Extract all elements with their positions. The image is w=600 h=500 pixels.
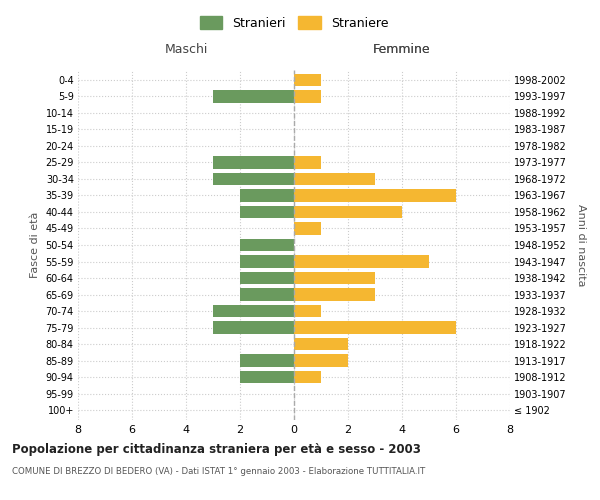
Y-axis label: Fasce di età: Fasce di età	[30, 212, 40, 278]
Text: Femmine: Femmine	[373, 43, 431, 56]
Bar	[294, 156, 321, 168]
Bar	[294, 272, 375, 284]
Bar	[294, 173, 375, 185]
Bar	[294, 256, 429, 268]
Bar	[240, 256, 294, 268]
Bar	[294, 305, 321, 317]
Text: Maschi: Maschi	[164, 43, 208, 56]
Text: COMUNE DI BREZZO DI BEDERO (VA) - Dati ISTAT 1° gennaio 2003 - Elaborazione TUTT: COMUNE DI BREZZO DI BEDERO (VA) - Dati I…	[12, 468, 425, 476]
Bar	[213, 322, 294, 334]
Bar	[294, 222, 321, 234]
Text: Popolazione per cittadinanza straniera per età e sesso - 2003: Popolazione per cittadinanza straniera p…	[12, 442, 421, 456]
Text: Femmine: Femmine	[373, 43, 431, 56]
Bar	[213, 156, 294, 168]
Bar	[294, 74, 321, 86]
Bar	[240, 239, 294, 251]
Bar	[294, 354, 348, 367]
Bar	[240, 354, 294, 367]
Bar	[294, 371, 321, 384]
Bar	[240, 206, 294, 218]
Bar	[240, 272, 294, 284]
Bar	[294, 338, 348, 350]
Bar	[294, 190, 456, 202]
Bar	[294, 322, 456, 334]
Bar	[213, 90, 294, 102]
Bar	[213, 173, 294, 185]
Bar	[294, 206, 402, 218]
Bar	[294, 90, 321, 102]
Bar	[240, 190, 294, 202]
Bar	[240, 371, 294, 384]
Bar	[240, 288, 294, 300]
Y-axis label: Anni di nascita: Anni di nascita	[577, 204, 586, 286]
Bar	[294, 288, 375, 300]
Bar	[213, 305, 294, 317]
Legend: Stranieri, Straniere: Stranieri, Straniere	[195, 11, 393, 35]
